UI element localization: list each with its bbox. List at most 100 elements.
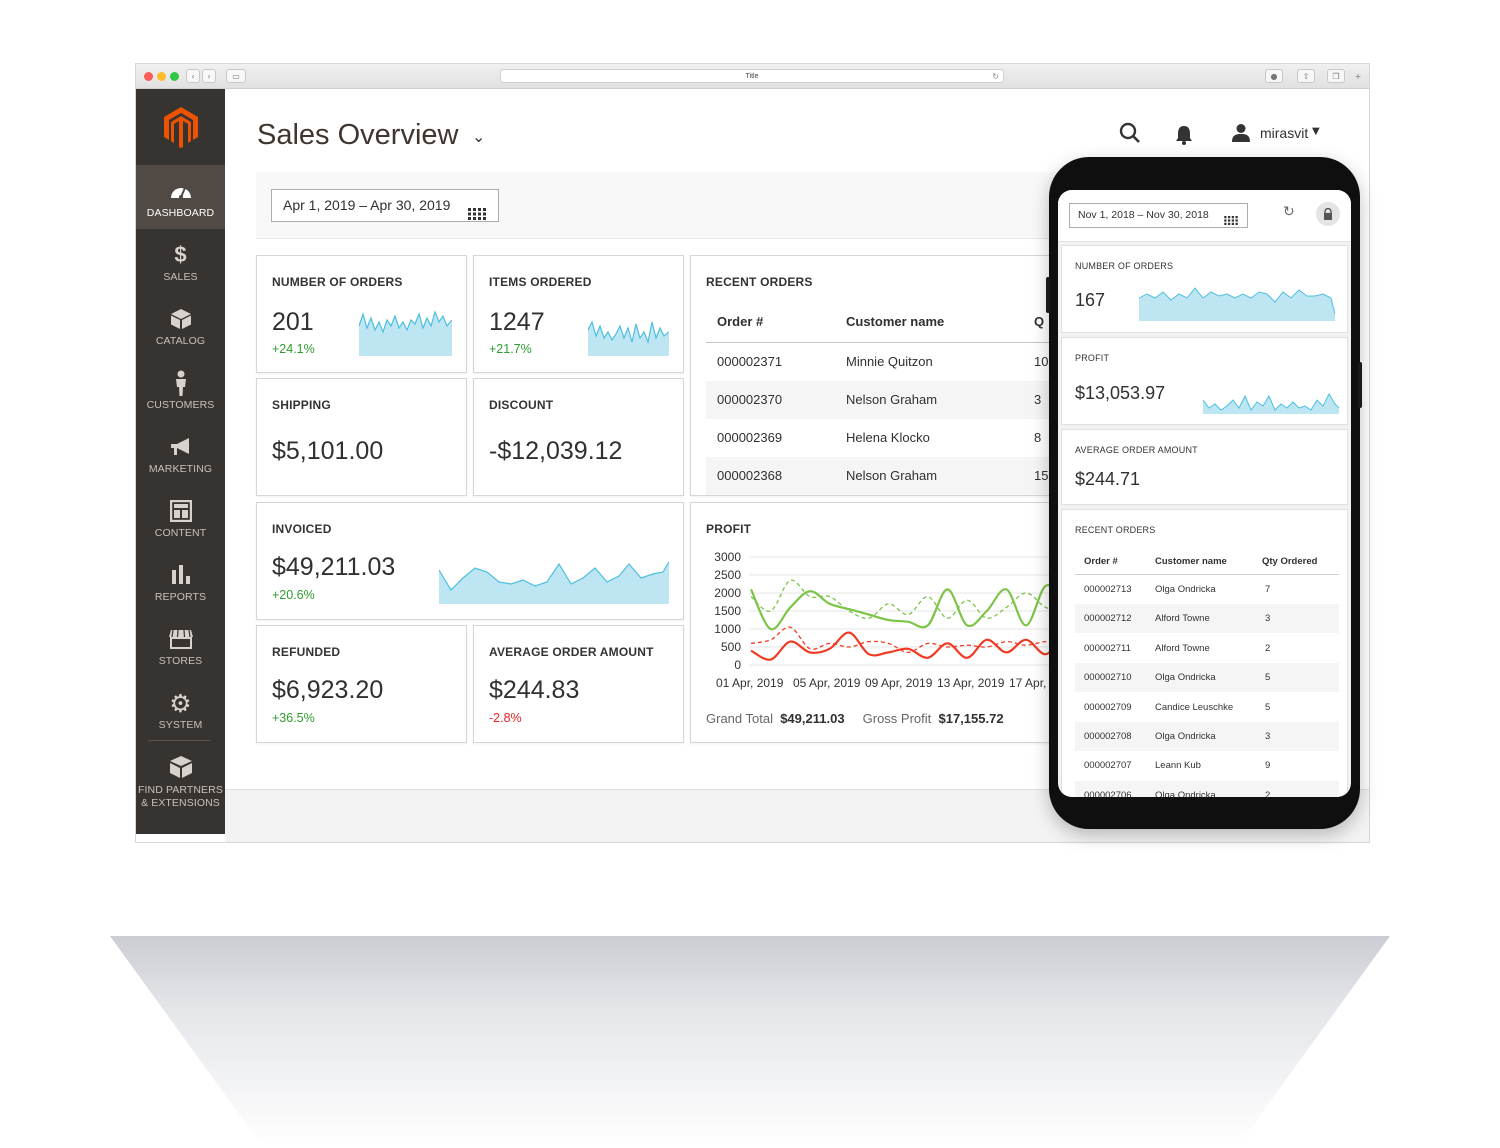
refresh-icon[interactable]: ↻ bbox=[1283, 204, 1295, 220]
dashboard-icon bbox=[136, 179, 225, 203]
table-row[interactable]: 000002370 Nelson Graham 3 bbox=[706, 381, 1049, 419]
table-row[interactable]: 000002369 Helena Klocko 8 bbox=[717, 430, 1042, 445]
lock-icon[interactable] bbox=[1316, 202, 1340, 226]
mobile-card-profit: PROFIT $13,053.97 bbox=[1061, 337, 1348, 425]
list-item[interactable]: 000002713 Olga Ondricka 7 bbox=[1084, 584, 1271, 595]
profit-series-line-0 bbox=[750, 583, 1061, 631]
nav-content[interactable]: CONTENT bbox=[136, 485, 225, 549]
shipping-value: $5,101.00 bbox=[272, 437, 384, 465]
user-name[interactable]: mirasvit bbox=[1260, 125, 1309, 141]
card-items-ordered: ITEMS ORDERED 1247 +21.7% bbox=[473, 255, 684, 373]
sidebar-toggle-icon[interactable]: ▭ bbox=[226, 69, 246, 83]
mobile-card-recent-orders: RECENT ORDERS Order # Customer name Qty … bbox=[1061, 509, 1348, 797]
bell-icon[interactable] bbox=[1175, 125, 1193, 150]
avg-value: $244.83 bbox=[489, 676, 580, 704]
chevron-down-icon[interactable]: ⌄ bbox=[472, 127, 486, 146]
reload-icon[interactable]: ↻ bbox=[992, 72, 999, 81]
y-tick-label: 1000 bbox=[714, 622, 741, 636]
card-shipping: SHIPPING $5,101.00 bbox=[256, 378, 467, 496]
magento-logo-icon[interactable] bbox=[136, 89, 225, 165]
profit-series-line-2 bbox=[750, 631, 1061, 661]
zoom-dot-icon[interactable] bbox=[170, 72, 179, 81]
card-discount: DISCOUNT -$12,039.12 bbox=[473, 378, 684, 496]
dollar-icon: $ bbox=[174, 242, 187, 267]
download-icon[interactable]: ● bbox=[1265, 69, 1283, 83]
forward-icon[interactable]: › bbox=[202, 69, 216, 83]
refunded-change: +36.5% bbox=[272, 711, 315, 725]
nav-marketing[interactable]: MARKETING bbox=[136, 421, 225, 485]
x-tick-label: 01 Apr, 2019 bbox=[716, 676, 784, 690]
y-tick-label: 500 bbox=[721, 640, 741, 654]
list-item[interactable]: 000002707 Leann Kub 9 bbox=[1084, 760, 1271, 772]
date-range-text: Apr 1, 2019 – Apr 30, 2019 bbox=[283, 197, 451, 213]
megaphone-icon bbox=[136, 435, 225, 459]
extensions-icon bbox=[136, 755, 225, 779]
minimize-dot-icon[interactable] bbox=[157, 72, 166, 81]
list-item[interactable]: 000002708 Olga Ondricka 3 bbox=[1075, 722, 1339, 751]
storefront-icon bbox=[136, 627, 225, 651]
items-value: 1247 bbox=[489, 308, 545, 336]
table-row[interactable]: 000002371 Minnie Quitzon 10 bbox=[717, 354, 1049, 369]
tabs-icon[interactable]: ❐ bbox=[1327, 69, 1345, 83]
address-bar[interactable]: Title ↻ bbox=[500, 69, 1004, 83]
window-shadow bbox=[110, 936, 1390, 1148]
list-item[interactable]: 000002706 Olga Ondricka 2 bbox=[1075, 780, 1339, 797]
nav-catalog[interactable]: CATALOG bbox=[136, 293, 225, 357]
browser-titlebar: ‹ › ▭ Title ↻ ● ⇧ ❐ + bbox=[136, 64, 1369, 89]
card-recent-orders: RECENT ORDERS Order # Customer name Q 00… bbox=[690, 255, 1062, 496]
nav-customers[interactable]: CUSTOMERS bbox=[136, 357, 225, 421]
mobile-card-orders: NUMBER OF ORDERS 167 bbox=[1061, 245, 1348, 333]
box-icon bbox=[136, 307, 225, 331]
nav-system[interactable]: ⚙ SYSTEM bbox=[136, 677, 225, 741]
back-icon[interactable]: ‹ bbox=[186, 69, 200, 83]
x-tick-label: 17 Apr, bbox=[1009, 676, 1046, 690]
card-number-of-orders: NUMBER OF ORDERS 201 +24.1% bbox=[256, 255, 467, 373]
card-invoiced: INVOICED $49,211.03 +20.6% bbox=[256, 502, 684, 620]
nav-find-partners[interactable]: FIND PARTNERS & EXTENSIONS bbox=[136, 741, 225, 821]
invoiced-value: $49,211.03 bbox=[272, 553, 396, 581]
card-profit: PROFIT 0 500 1000 1500 2000 2500 3000 01 Apr, 2… bbox=[690, 502, 1062, 743]
mobile-date-range-picker[interactable]: Nov 1, 2018 – Nov 30, 2018 bbox=[1069, 203, 1248, 228]
profit-legend: Grand Total $49,211.03 Gross Profit $17,… bbox=[706, 711, 1004, 726]
browser-tab-title: Title bbox=[745, 73, 759, 80]
list-item[interactable]: 000002709 Candice Leuschke 5 bbox=[1084, 701, 1271, 713]
list-item[interactable]: 000002711 Alford Towne 2 bbox=[1084, 642, 1271, 654]
share-icon[interactable]: ⇧ bbox=[1297, 69, 1315, 83]
user-avatar-icon[interactable] bbox=[1231, 123, 1251, 148]
gear-icon: ⚙ bbox=[169, 688, 192, 718]
calendar-icon bbox=[468, 200, 486, 231]
list-item[interactable]: 000002712 Alford Towne 3 bbox=[1075, 604, 1339, 634]
mobile-orders-sparkline bbox=[1139, 287, 1335, 321]
calendar-icon bbox=[1224, 211, 1238, 234]
layout-icon bbox=[136, 499, 225, 523]
x-tick-label: 05 Apr, 2019 bbox=[793, 676, 861, 690]
y-tick-label: 2500 bbox=[714, 568, 741, 582]
admin-sidebar: DASHBOARD $ SALES CATALOG CUSTOMERS MARK… bbox=[136, 89, 225, 834]
list-item[interactable]: 000002710 Olga Ondricka 5 bbox=[1075, 663, 1339, 693]
date-range-picker[interactable]: Apr 1, 2019 – Apr 30, 2019 bbox=[271, 189, 499, 222]
profit-series-line-3 bbox=[750, 626, 1061, 654]
close-dot-icon[interactable] bbox=[144, 72, 153, 81]
search-icon[interactable] bbox=[1119, 122, 1141, 149]
nav-sales[interactable]: $ SALES bbox=[136, 229, 225, 293]
caret-down-icon[interactable]: ▼ bbox=[1312, 126, 1320, 137]
mobile-toolbar: Nov 1, 2018 – Nov 30, 2018 ↻ bbox=[1058, 190, 1351, 242]
nav-reports[interactable]: REPORTS bbox=[136, 549, 225, 613]
nav-stores[interactable]: STORES bbox=[136, 613, 225, 677]
orders-sparkline bbox=[359, 310, 452, 356]
profit-chart: 0 500 1000 1500 2000 2500 3000 01 Apr, 2019 05 A… bbox=[714, 550, 1061, 690]
invoiced-change: +20.6% bbox=[272, 588, 315, 602]
nav-dashboard[interactable]: DASHBOARD bbox=[136, 165, 225, 229]
mobile-card-avg: AVERAGE ORDER AMOUNT $244.71 bbox=[1061, 429, 1348, 505]
mobile-profit-sparkline bbox=[1203, 392, 1339, 414]
items-sparkline bbox=[588, 320, 669, 356]
new-tab-icon[interactable]: + bbox=[1354, 71, 1362, 81]
refunded-value: $6,923.20 bbox=[272, 676, 384, 704]
discount-value: -$12,039.12 bbox=[489, 437, 623, 465]
table-row[interactable]: 000002368 Nelson Graham 15 bbox=[706, 457, 1049, 495]
items-change: +21.7% bbox=[489, 342, 532, 356]
y-tick-label: 2000 bbox=[714, 586, 741, 600]
profit-series-line-1 bbox=[750, 579, 1061, 620]
card-refunded: REFUNDED $6,923.20 +36.5% bbox=[256, 625, 467, 743]
phone-mockup: Nov 1, 2018 – Nov 30, 2018 ↻ NUMBER OF O… bbox=[1046, 157, 1362, 829]
